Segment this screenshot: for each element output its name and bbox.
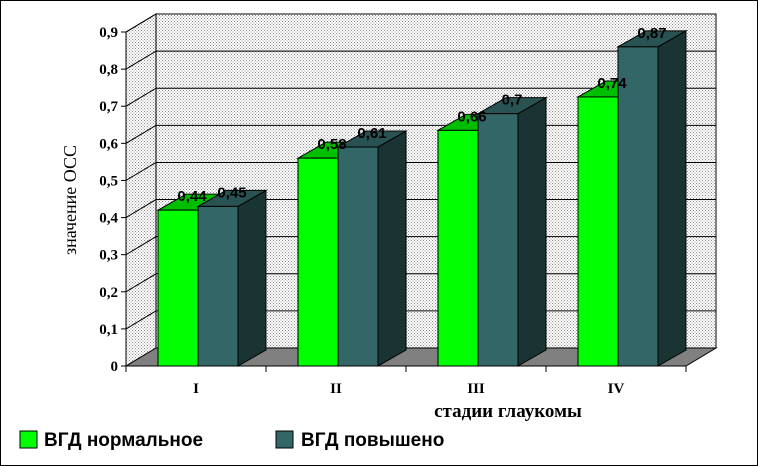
y-tick-label: 0,6 [99, 136, 118, 152]
bar [616, 29, 688, 367]
bars [156, 29, 688, 367]
x-tick-label: III [467, 381, 485, 397]
y-tick-label: 0,1 [99, 322, 118, 338]
gridline [125, 87, 716, 107]
bar-front [617, 46, 659, 367]
data-label: 0,66 [457, 108, 486, 125]
y-tick-label: 0,7 [99, 99, 118, 115]
bar-front [197, 205, 239, 367]
x-tick-label: I [193, 381, 199, 397]
bar [476, 96, 548, 367]
legend-label-elevated: ВГД повышено [301, 430, 444, 451]
legend-swatch-elevated [275, 430, 294, 449]
y-tick-label: 0,8 [99, 62, 118, 78]
y-tick-label: 0,2 [99, 285, 118, 301]
data-label: 0,87 [637, 25, 666, 42]
legend-label-normal: ВГД нормальное [44, 430, 203, 451]
x-axis-title: стадии глаукомы [434, 401, 582, 422]
gridline [125, 13, 716, 33]
bar-side [657, 29, 687, 367]
bar-front [337, 146, 379, 367]
bar-front [477, 113, 519, 367]
y-tick-label: 0,9 [99, 25, 118, 41]
data-label: 0,44 [177, 188, 207, 205]
bar-front [437, 129, 479, 367]
data-label: 0,7 [502, 92, 523, 109]
y-tick-label: 0,5 [99, 173, 118, 189]
gridline [125, 50, 716, 70]
y-axis-title: значение ОСС [60, 145, 80, 255]
bar [196, 189, 268, 367]
y-tick-label: 0,4 [99, 211, 118, 227]
bar-front [297, 157, 339, 367]
bar-side [377, 130, 407, 367]
data-label: 0,74 [597, 75, 627, 92]
bar-front [577, 96, 619, 367]
legend: ВГД нормальное ВГД повышено [19, 430, 444, 451]
bar-front [157, 209, 199, 367]
bar [336, 130, 408, 367]
legend-swatch-normal [19, 430, 38, 449]
data-label: 0,61 [357, 125, 386, 142]
x-tick-labels: I II III IV [125, 366, 687, 397]
data-labels: 0,44 0,45 0,58 0,61 0,66 0,7 0,74 0,87 [177, 25, 666, 205]
y-tick-label: 0 [111, 359, 119, 375]
bar-side [237, 189, 267, 367]
data-label: 0,45 [217, 184, 246, 201]
y-tick-label: 0,3 [99, 248, 118, 264]
x-tick-label: II [330, 381, 342, 397]
data-label: 0,58 [317, 136, 346, 153]
y-tick-labels: 0 0,1 0,2 0,3 0,4 0,5 0,6 0,7 0,8 0,9 [99, 25, 118, 375]
x-tick-label: IV [608, 381, 625, 397]
bar-side [517, 96, 547, 367]
